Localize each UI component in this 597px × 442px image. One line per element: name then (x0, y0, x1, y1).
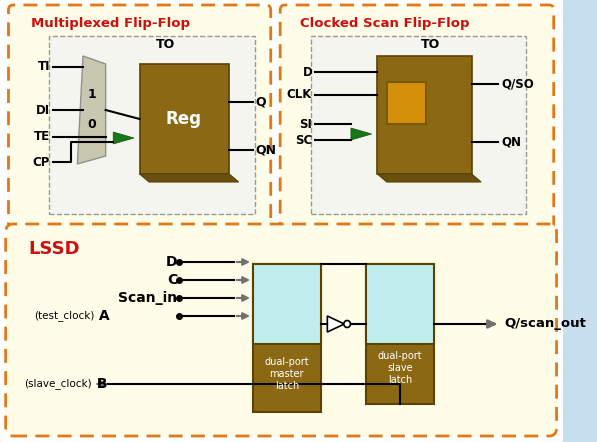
Text: DI: DI (36, 103, 50, 117)
Polygon shape (327, 316, 344, 332)
Circle shape (344, 320, 350, 328)
Text: latch: latch (388, 375, 412, 385)
FancyBboxPatch shape (377, 56, 472, 174)
FancyBboxPatch shape (387, 82, 426, 124)
Text: B: B (91, 377, 107, 391)
Text: master: master (269, 369, 304, 379)
Text: CP: CP (33, 156, 50, 168)
Text: TE: TE (34, 130, 50, 144)
Text: Q/scan_out: Q/scan_out (504, 317, 587, 331)
Text: CLK: CLK (287, 88, 312, 102)
Text: LSSD: LSSD (28, 240, 80, 258)
Text: (slave_clock): (slave_clock) (24, 378, 91, 389)
Polygon shape (140, 174, 239, 182)
Text: QN: QN (256, 144, 276, 156)
FancyBboxPatch shape (366, 264, 434, 404)
FancyBboxPatch shape (280, 5, 554, 229)
FancyBboxPatch shape (49, 36, 255, 214)
FancyBboxPatch shape (8, 5, 270, 229)
Polygon shape (78, 56, 106, 164)
Text: dual-port: dual-port (378, 351, 422, 361)
FancyBboxPatch shape (366, 264, 434, 344)
Text: TO: TO (420, 38, 440, 50)
Polygon shape (113, 132, 134, 144)
Text: Clocked Scan Flip-Flop: Clocked Scan Flip-Flop (300, 17, 469, 30)
Text: latch: latch (275, 381, 299, 391)
Text: TI: TI (38, 61, 50, 73)
Text: Q/SO: Q/SO (501, 77, 534, 91)
Text: 1: 1 (87, 88, 96, 100)
Polygon shape (377, 174, 481, 182)
Text: C: C (167, 273, 177, 287)
FancyBboxPatch shape (0, 0, 565, 442)
FancyBboxPatch shape (140, 64, 229, 174)
Text: Reg: Reg (166, 110, 202, 128)
Polygon shape (351, 128, 372, 140)
Text: slave: slave (387, 363, 413, 373)
Text: SC: SC (295, 133, 312, 146)
Text: QN: QN (501, 136, 521, 149)
FancyBboxPatch shape (311, 36, 527, 214)
FancyBboxPatch shape (5, 224, 556, 436)
FancyBboxPatch shape (253, 264, 321, 412)
Text: Multiplexed Flip-Flop: Multiplexed Flip-Flop (31, 17, 190, 30)
Text: SI: SI (299, 118, 312, 130)
Text: dual-port: dual-port (264, 357, 309, 367)
Text: 0: 0 (87, 118, 96, 130)
Text: Q: Q (256, 95, 266, 108)
Text: (test_clock): (test_clock) (34, 311, 94, 321)
Text: D: D (166, 255, 177, 269)
Text: A: A (94, 309, 110, 323)
FancyBboxPatch shape (253, 264, 321, 344)
Text: TO: TO (155, 38, 175, 50)
Text: D: D (303, 65, 312, 79)
Text: Scan_in: Scan_in (118, 291, 177, 305)
